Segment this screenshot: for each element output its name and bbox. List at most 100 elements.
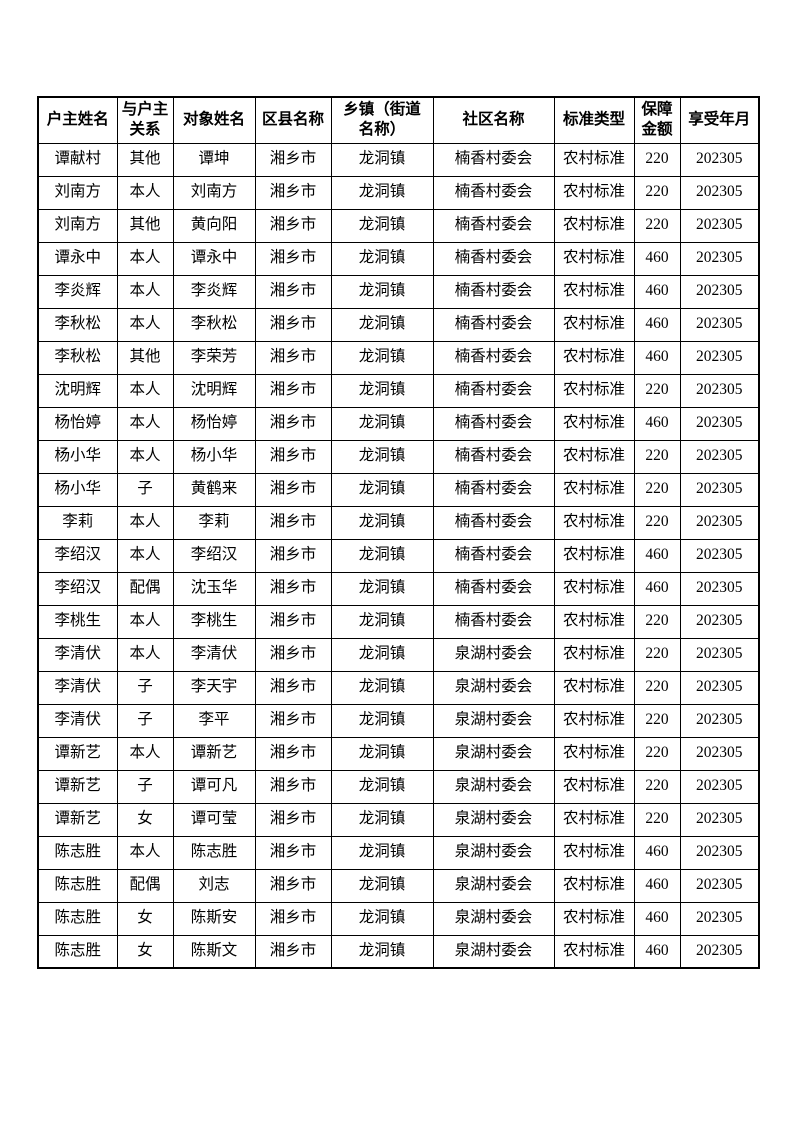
column-header: 与户主 关系 — [116, 96, 174, 144]
table-cell: 女 — [116, 901, 174, 936]
table-cell: 谭可凡 — [172, 769, 256, 804]
table-cell: 龙洞镇 — [330, 241, 434, 276]
table-cell: 湘乡市 — [254, 472, 332, 507]
table-cell: 460 — [633, 868, 681, 903]
table-cell: 202305 — [679, 934, 760, 969]
table-cell: 李天宇 — [172, 670, 256, 705]
table-row: 李绍汉 配偶 沈玉华 湘乡市 龙洞镇 楠香村委会 农村标准 460 202305 — [37, 571, 760, 606]
table-cell: 谭可莹 — [172, 802, 256, 837]
table-cell: 子 — [116, 703, 174, 738]
table-cell: 楠香村委会 — [432, 571, 555, 606]
table-cell: 龙洞镇 — [330, 736, 434, 771]
column-header: 区县名称 — [254, 96, 332, 144]
table-cell: 其他 — [116, 208, 174, 243]
table-cell: 本人 — [116, 538, 174, 573]
table-cell: 本人 — [116, 274, 174, 309]
table-cell: 220 — [633, 373, 681, 408]
table-cell: 刘南方 — [37, 208, 118, 243]
table-row: 陈志胜女陈斯文 湘乡市 龙洞镇 泉湖村委会 农村标准 460 202305 — [37, 934, 760, 969]
table-cell: 湘乡市 — [254, 934, 332, 969]
table-cell: 谭新艺 — [37, 769, 118, 804]
table-cell: 202305 — [679, 208, 760, 243]
table-row: 陈志胜女陈斯安 湘乡市 龙洞镇 泉湖村委会 农村标准 460 202305 — [37, 901, 760, 936]
table-cell: 202305 — [679, 241, 760, 276]
table-row: 谭新艺子谭可凡 湘乡市 龙洞镇 泉湖村委会 农村标准 220 202305 — [37, 769, 760, 804]
table-cell: 李绍汉 — [37, 571, 118, 606]
table-cell: 刘南方 — [172, 175, 256, 210]
table-cell: 龙洞镇 — [330, 571, 434, 606]
table-cell: 李桃生 — [37, 604, 118, 639]
table-cell: 李清伏 — [37, 670, 118, 705]
table-cell: 龙洞镇 — [330, 901, 434, 936]
table-cell: 220 — [633, 505, 681, 540]
table-cell: 农村标准 — [553, 208, 635, 243]
table-cell: 农村标准 — [553, 472, 635, 507]
table-cell: 460 — [633, 835, 681, 870]
table-cell: 湘乡市 — [254, 571, 332, 606]
table-cell: 湘乡市 — [254, 538, 332, 573]
table-cell: 楠香村委会 — [432, 406, 555, 441]
table-row: 陈志胜 本人 陈志胜 湘乡市 龙洞镇 泉湖村委会 农村标准 460 202305 — [37, 835, 760, 870]
table-cell: 农村标准 — [553, 835, 635, 870]
table-cell: 李绍汉 — [172, 538, 256, 573]
table-cell: 陈斯文 — [172, 934, 256, 969]
table-cell: 楠香村委会 — [432, 307, 555, 342]
table-cell: 本人 — [116, 307, 174, 342]
table-cell: 202305 — [679, 538, 760, 573]
table-row: 李清伏子李平 湘乡市 龙洞镇 泉湖村委会 农村标准 220 202305 — [37, 703, 760, 738]
table-cell: 农村标准 — [553, 274, 635, 309]
table-cell: 202305 — [679, 802, 760, 837]
table-cell: 泉湖村委会 — [432, 901, 555, 936]
table-cell: 本人 — [116, 439, 174, 474]
table-cell: 202305 — [679, 439, 760, 474]
table-cell: 本人 — [116, 637, 174, 672]
column-header: 标准类型 — [553, 96, 635, 144]
table-cell: 楠香村委会 — [432, 505, 555, 540]
table-cell: 本人 — [116, 736, 174, 771]
table-cell: 湘乡市 — [254, 736, 332, 771]
table-cell: 李炎辉 — [172, 274, 256, 309]
table-cell: 李桃生 — [172, 604, 256, 639]
table-cell: 龙洞镇 — [330, 142, 434, 177]
column-header: 户主姓名 — [37, 96, 118, 144]
table-cell: 460 — [633, 571, 681, 606]
table-row: 李清伏 本人 李清伏 湘乡市 龙洞镇 泉湖村委会 农村标准 220 202305 — [37, 637, 760, 672]
table-cell: 湘乡市 — [254, 868, 332, 903]
table-cell: 龙洞镇 — [330, 472, 434, 507]
table-cell: 220 — [633, 208, 681, 243]
table-cell: 龙洞镇 — [330, 802, 434, 837]
table-cell: 龙洞镇 — [330, 835, 434, 870]
table-cell: 陈志胜 — [37, 901, 118, 936]
table-cell: 楠香村委会 — [432, 538, 555, 573]
table-cell: 谭献村 — [37, 142, 118, 177]
table-row: 杨小华 本人 杨小华 湘乡市 龙洞镇 楠香村委会 农村标准 220 202305 — [37, 439, 760, 474]
table-cell: 湘乡市 — [254, 340, 332, 375]
table-cell: 220 — [633, 637, 681, 672]
table-cell: 本人 — [116, 505, 174, 540]
table-cell: 220 — [633, 472, 681, 507]
table-row: 刘南方 其他 黄向阳 湘乡市 龙洞镇 楠香村委会 农村标准 220 202305 — [37, 208, 760, 243]
table-cell: 农村标准 — [553, 604, 635, 639]
table-cell: 460 — [633, 274, 681, 309]
table-cell: 460 — [633, 934, 681, 969]
table-cell: 女 — [116, 802, 174, 837]
table-cell: 220 — [633, 142, 681, 177]
table-cell: 龙洞镇 — [330, 604, 434, 639]
table-cell: 农村标准 — [553, 373, 635, 408]
table-cell: 女 — [116, 934, 174, 969]
table-cell: 农村标准 — [553, 934, 635, 969]
table-row: 刘南方 本人 刘南方 湘乡市 龙洞镇 楠香村委会 农村标准 220 202305 — [37, 175, 760, 210]
table-cell: 本人 — [116, 406, 174, 441]
table-cell: 龙洞镇 — [330, 538, 434, 573]
table-cell: 湘乡市 — [254, 637, 332, 672]
table-row: 李清伏子李天宇 湘乡市 龙洞镇 泉湖村委会 农村标准 220 202305 — [37, 670, 760, 705]
table-cell: 李平 — [172, 703, 256, 738]
table-cell: 李秋松 — [37, 340, 118, 375]
table-cell: 202305 — [679, 703, 760, 738]
table-cell: 202305 — [679, 637, 760, 672]
table-cell: 谭新艺 — [172, 736, 256, 771]
table-cell: 460 — [633, 406, 681, 441]
table-cell: 202305 — [679, 505, 760, 540]
table-cell: 子 — [116, 769, 174, 804]
